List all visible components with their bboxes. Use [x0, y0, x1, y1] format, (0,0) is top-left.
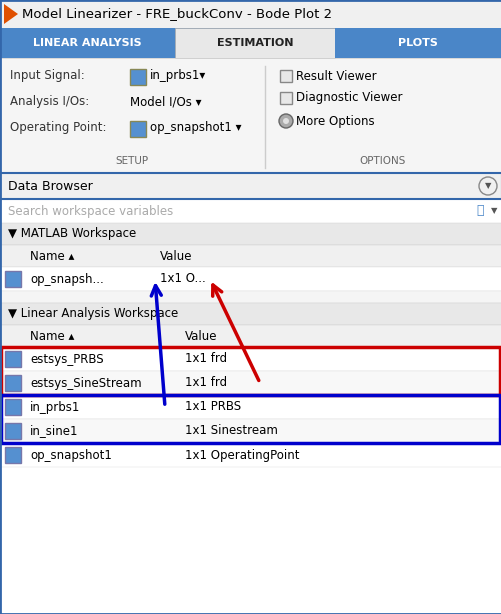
Text: 1x1 O...: 1x1 O... [160, 273, 205, 286]
Text: 1x1 frd: 1x1 frd [185, 352, 226, 365]
Text: op_snapshot1 ▾: op_snapshot1 ▾ [150, 122, 241, 134]
Bar [5, 351, 21, 367]
Bar [0, 347, 501, 371]
Text: ▼: ▼ [484, 182, 490, 190]
Bar [1, 395, 499, 443]
Bar [1, 347, 499, 395]
Bar [0, 291, 501, 303]
Circle shape [279, 114, 293, 128]
Text: Value: Value [185, 330, 217, 343]
Text: Model I/Os ▾: Model I/Os ▾ [130, 96, 201, 109]
Bar [5, 375, 21, 391]
Bar [130, 69, 146, 85]
Bar [280, 92, 292, 104]
Text: OPTIONS: OPTIONS [359, 156, 405, 166]
Text: PLOTS: PLOTS [397, 38, 437, 48]
Polygon shape [4, 4, 18, 24]
Text: 🔍: 🔍 [475, 204, 483, 217]
Bar [5, 447, 21, 463]
Text: 1x1 PRBS: 1x1 PRBS [185, 400, 240, 413]
Bar [0, 325, 501, 347]
Bar [130, 121, 146, 137]
Text: Analysis I/Os:: Analysis I/Os: [10, 96, 89, 109]
Text: Search workspace variables: Search workspace variables [8, 204, 173, 217]
Text: ▼ Linear Analysis Workspace: ▼ Linear Analysis Workspace [8, 308, 178, 321]
Text: Name ▴: Name ▴ [30, 249, 74, 263]
Bar [334, 28, 501, 58]
Bar [0, 28, 501, 58]
Bar [0, 395, 501, 419]
Bar [0, 28, 175, 58]
Text: estsys_SineStream: estsys_SineStream [30, 376, 141, 389]
Bar [0, 267, 501, 291]
Bar [0, 245, 501, 267]
Bar [5, 399, 21, 415]
Text: SETUP: SETUP [115, 156, 148, 166]
Text: op_snapsh...: op_snapsh... [30, 273, 104, 286]
Text: Model Linearizer - FRE_buckConv - Bode Plot 2: Model Linearizer - FRE_buckConv - Bode P… [22, 7, 332, 20]
Text: Operating Point:: Operating Point: [10, 122, 106, 134]
Text: Data Browser: Data Browser [8, 179, 93, 193]
Text: LINEAR ANALYSIS: LINEAR ANALYSIS [33, 38, 141, 48]
Text: estsys_PRBS: estsys_PRBS [30, 352, 103, 365]
Bar [0, 303, 501, 325]
Bar [0, 173, 501, 199]
Text: Name ▴: Name ▴ [30, 330, 74, 343]
Text: op_snapshot1: op_snapshot1 [30, 448, 112, 462]
Text: Input Signal:: Input Signal: [10, 69, 85, 82]
Bar [0, 0, 501, 28]
Bar [5, 271, 21, 287]
Bar [5, 423, 21, 439]
Circle shape [478, 177, 496, 195]
Text: ▼: ▼ [490, 206, 496, 216]
Text: ESTIMATION: ESTIMATION [216, 38, 293, 48]
Circle shape [283, 118, 289, 124]
Bar [0, 199, 501, 223]
Text: Value: Value [160, 249, 192, 263]
Text: ▼ MATLAB Workspace: ▼ MATLAB Workspace [8, 228, 136, 241]
Bar [0, 443, 501, 467]
Text: 1x1 Sinestream: 1x1 Sinestream [185, 424, 278, 438]
Text: in_prbs1▾: in_prbs1▾ [150, 69, 206, 82]
Text: 1x1 OperatingPoint: 1x1 OperatingPoint [185, 448, 299, 462]
Bar [280, 70, 292, 82]
Text: Diagnostic Viewer: Diagnostic Viewer [296, 91, 402, 104]
Bar [0, 419, 501, 443]
Bar [175, 28, 334, 58]
Text: More Options: More Options [296, 114, 374, 128]
Text: in_sine1: in_sine1 [30, 424, 78, 438]
Text: in_prbs1: in_prbs1 [30, 400, 80, 413]
Text: 1x1 frd: 1x1 frd [185, 376, 226, 389]
Text: Result Viewer: Result Viewer [296, 69, 376, 82]
Bar [0, 371, 501, 395]
Bar [0, 58, 501, 173]
Bar [0, 223, 501, 245]
